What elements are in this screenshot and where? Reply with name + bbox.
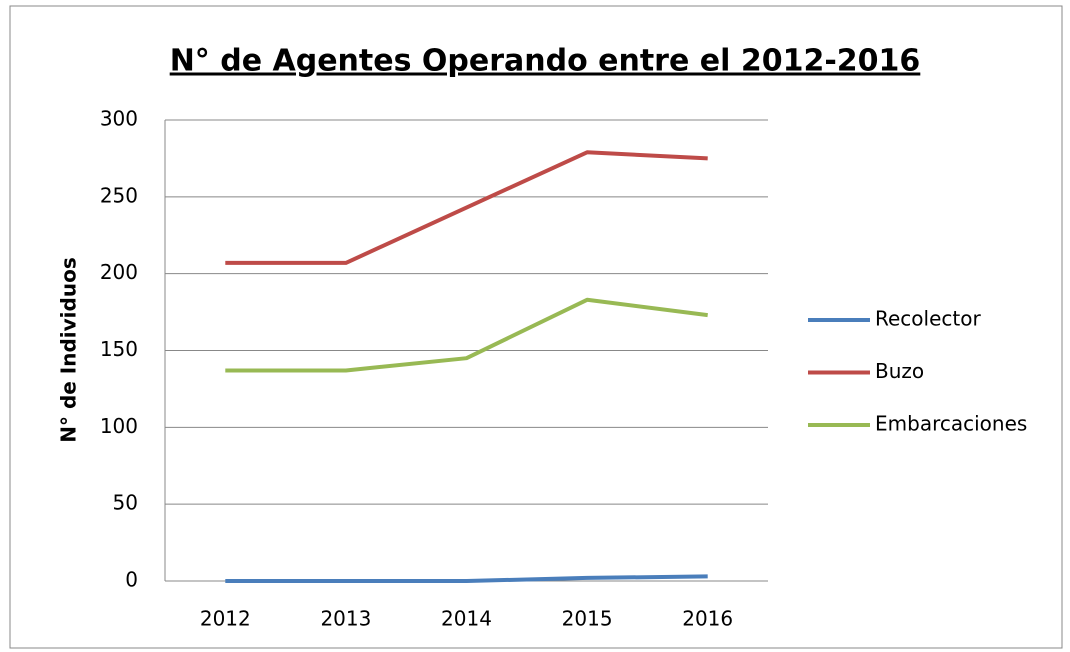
x-tick-label: 2012 [200, 607, 251, 631]
x-tick-label: 2016 [682, 607, 733, 631]
series-line [225, 574, 708, 583]
y-tick-label: 200 [100, 260, 138, 284]
x-tick-label: 2015 [562, 607, 613, 631]
chart-title: N° de Agentes Operando entre el 2012-201… [170, 44, 921, 79]
legend-label: Embarcaciones [875, 412, 1027, 436]
chart-border [9, 5, 1063, 649]
y-tick-label: 150 [100, 337, 138, 361]
y-tick-label: 0 [125, 568, 138, 592]
legend-label: Recolector [875, 307, 981, 331]
y-tick-label: 300 [100, 107, 138, 131]
y-tick-label: 250 [100, 183, 138, 207]
legend-label: Buzo [875, 359, 924, 383]
series-line [225, 150, 708, 265]
y-axis-label: N° de Individuos [57, 257, 81, 443]
x-tick-label: 2014 [441, 607, 492, 631]
series-line [225, 297, 708, 373]
x-tick-label: 2013 [320, 607, 371, 631]
y-tick-label: 50 [113, 491, 138, 515]
y-tick-label: 100 [100, 414, 138, 438]
